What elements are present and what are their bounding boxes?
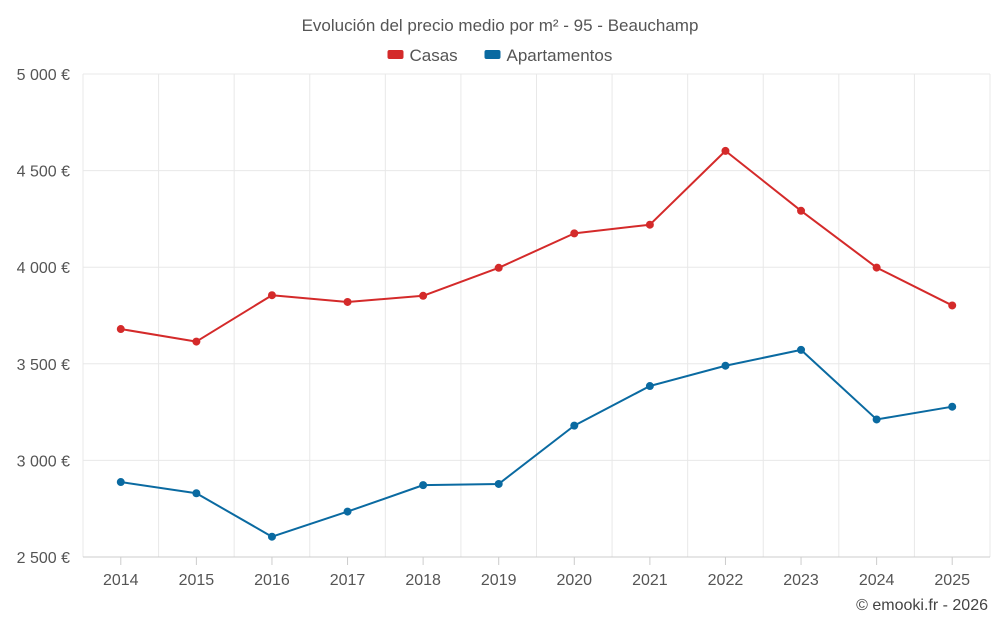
- legend-swatch-casas: [387, 50, 404, 59]
- data-point-apartamentos: [797, 345, 806, 354]
- x-tick-label: 2021: [632, 572, 668, 589]
- x-tick-label: 2023: [783, 572, 819, 589]
- data-point-apartamentos: [116, 478, 125, 487]
- x-tick-label: 2020: [556, 572, 592, 589]
- chart-legend[interactable]: Casas Apartamentos: [387, 46, 613, 65]
- data-point-casas: [721, 146, 730, 155]
- x-tick-label: 2025: [934, 572, 970, 589]
- y-tick-label: 3 500 €: [17, 357, 70, 374]
- data-point-casas: [267, 291, 276, 300]
- series-casas: [116, 146, 957, 346]
- data-point-apartamentos: [721, 361, 730, 370]
- legend-swatch-apartamentos: [484, 50, 501, 59]
- data-point-casas: [116, 325, 125, 334]
- x-tick-label: 2024: [859, 572, 895, 589]
- x-tick-label: 2014: [103, 572, 139, 589]
- series-line-apartamentos: [120, 348, 953, 538]
- data-point-casas: [192, 337, 201, 346]
- legend-label-casas: Casas: [410, 46, 458, 65]
- series-line-casas: [120, 149, 953, 343]
- data-point-apartamentos: [343, 507, 352, 516]
- data-point-casas: [343, 297, 352, 306]
- data-point-casas: [948, 301, 957, 310]
- data-point-casas: [494, 263, 503, 272]
- data-point-apartamentos: [192, 489, 201, 498]
- data-point-apartamentos: [494, 479, 503, 488]
- x-axis-tick-labels: 2014 2015 2016 2017 2018 2019 2020 2021 2022 2023…: [103, 557, 970, 589]
- y-tick-label: 2 500 €: [17, 550, 70, 567]
- data-point-casas: [645, 220, 654, 229]
- x-tick-label: 2016: [254, 572, 290, 589]
- data-point-apartamentos: [645, 382, 654, 391]
- y-axis-tick-labels: 2 500 € 3 000 € 3 500 € 4 000 € 4 500 € 5 000…: [17, 67, 70, 567]
- chart-title: Evolución del precio medio por m² - 95 -…: [302, 16, 699, 35]
- y-tick-label: 4 000 €: [17, 260, 70, 277]
- x-tick-label: 2022: [708, 572, 744, 589]
- credit-text: © emooki.fr - 2026: [856, 597, 988, 614]
- data-point-apartamentos: [948, 402, 957, 411]
- data-point-apartamentos: [419, 481, 428, 490]
- data-point-apartamentos: [267, 532, 276, 541]
- series-layer: [116, 146, 957, 541]
- data-point-casas: [419, 291, 428, 300]
- series-apartamentos: [116, 345, 957, 541]
- x-tick-label: 2019: [481, 572, 517, 589]
- data-point-apartamentos: [570, 421, 579, 430]
- y-tick-label: 4 500 €: [17, 164, 70, 181]
- x-tick-label: 2017: [330, 572, 366, 589]
- data-point-casas: [570, 229, 579, 238]
- vertical-gridlines: [82, 74, 991, 557]
- y-tick-label: 3 000 €: [17, 453, 70, 470]
- y-tick-label: 5 000 €: [17, 67, 70, 84]
- legend-label-apartamentos: Apartamentos: [507, 46, 613, 65]
- data-point-apartamentos: [872, 415, 881, 424]
- x-tick-label: 2015: [179, 572, 215, 589]
- data-point-casas: [872, 263, 881, 272]
- data-point-casas: [797, 206, 806, 215]
- x-tick-label: 2018: [405, 572, 441, 589]
